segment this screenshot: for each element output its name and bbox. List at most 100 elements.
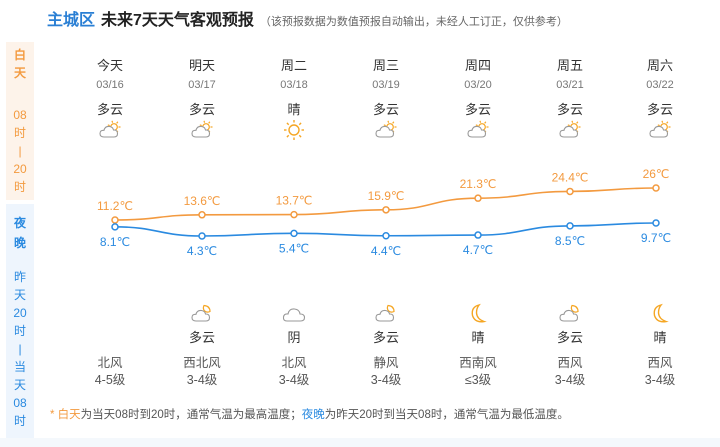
day-label-char: 08 [13,108,27,122]
legend-day-word: 白天 [57,409,81,421]
night-temp-label: 8.1℃ [100,235,130,249]
bottom-strip [0,438,720,447]
partly-cloudy-night-icon [172,302,232,326]
moon-icon [630,302,690,326]
night-weather: 晴 [471,330,485,345]
wind-direction: 西北风 [183,356,221,370]
day-label-char: 时 [13,126,26,140]
day-name: 今天 [96,58,123,73]
wind-direction: 静风 [373,356,399,370]
wind-level: 3-4级 [278,373,310,387]
wind-level: 3-4级 [186,373,218,387]
night-temp-label: 4.3℃ [187,244,217,258]
partly-cloudy-day-icon [448,118,508,142]
day-date: 03/20 [464,79,492,91]
day-weather: 多云 [96,102,123,117]
forecast-header: 主城区 未来7天天气客观预报 （该预报数据为数值预报自动输出，未经人工订正，仅供… [47,6,568,29]
night-weather: 晴 [653,330,667,345]
partly-cloudy-night-icon [540,302,600,326]
night-label-char: 时 [13,324,26,338]
wind-direction: 北风 [281,356,307,370]
night-weather: 多云 [188,330,215,345]
day-temp-point [566,187,574,196]
day-temp-point [474,194,482,202]
day-temp-label: 21.3℃ [460,177,497,191]
night-label-char: 20 [13,306,27,320]
night-temp-point [198,232,206,240]
night-temp-point [652,219,660,227]
wind-direction: 西风 [557,356,583,370]
day-label-char: 20 [13,162,27,176]
night-label-char: | [18,342,22,356]
partly-cloudy-day-icon [540,118,600,142]
day-weather: 多云 [188,102,215,117]
day-name: 周二 [280,58,307,73]
day-weather: 多云 [556,102,583,117]
day-temp-point [652,184,660,192]
forecast-title: 未来7天天气客观预报 [101,12,254,29]
night-label-char: 当 [13,360,26,374]
day-name: 周六 [646,58,673,73]
day-date: 03/21 [556,79,584,91]
day-temp-point [111,216,119,224]
night-temp-point [566,222,574,230]
partly-cloudy-day-icon [630,118,690,142]
night-label-char: 昨 [13,270,26,284]
cloudy-icon [264,302,324,326]
sun-icon [264,118,324,142]
partly-cloudy-day-icon [356,118,416,142]
forecast-disclaimer: （该预报数据为数值预报自动输出，未经人工订正，仅供参考） [259,16,568,28]
night-weather: 阴 [287,330,301,345]
partly-cloudy-night-icon [356,302,416,326]
night-temp-label: 9.7℃ [641,231,671,245]
legend-star: * [50,409,58,421]
wind-level: ≤3级 [464,373,492,387]
day-name: 明天 [188,58,215,73]
night-temp-point [111,223,119,231]
daytime-side-label: 白天 08 时 | 20 时 [6,42,34,200]
day-temp-point [198,211,206,219]
moon-icon [448,302,508,326]
day-date: 03/16 [96,79,124,91]
day-temp-label: 15.9℃ [368,189,405,203]
wind-level: 3-4级 [370,373,402,387]
night-label-char: 晚 [13,236,26,250]
night-temp-label: 8.5℃ [555,234,585,248]
night-temp-point [290,229,298,238]
night-label-char: 08 [13,396,27,410]
wind-level: 4-5级 [94,373,126,387]
night-temp-point [474,231,482,239]
day-temp-label: 26℃ [643,167,670,181]
night-weather: 多云 [372,330,399,345]
district-name: 主城区 [47,12,96,29]
day-label-char: 天 [13,66,26,80]
day-temp-label: 24.4℃ [552,170,589,184]
night-label-char: 天 [13,378,26,392]
night-label-char: 时 [13,414,26,428]
night-weather: 多云 [556,330,583,345]
day-weather: 多云 [464,102,491,117]
day-name: 周五 [556,58,583,73]
wind-level: 3-4级 [554,373,586,387]
legend-note: * 白天为当天08时到20时，通常气温为最高温度；夜晚为昨天20时到当天08时，… [50,406,569,422]
day-date: 03/22 [646,79,674,91]
wind-direction: 北风 [97,356,123,370]
day-date: 03/18 [280,79,308,91]
wind-level: 3-4级 [644,373,676,387]
day-label-char: | [18,144,22,158]
wind-direction: 西风 [647,356,673,370]
day-weather: 多云 [646,102,673,117]
night-temp-label: 4.4℃ [371,244,401,258]
wind-direction: 西南风 [459,356,497,370]
night-temp-point [382,232,390,240]
day-temp-point [290,210,298,219]
day-temp-label: 13.7℃ [276,194,313,208]
night-label-char: 天 [13,288,26,302]
day-label-char: 白 [13,48,26,62]
partly-cloudy-day-icon [172,118,232,142]
legend-night-text: 为昨天20时到当天08时，通常气温为最低温度。 [324,409,569,421]
day-name: 周三 [372,58,399,73]
day-date: 03/19 [372,79,400,91]
day-weather: 晴 [287,102,301,117]
